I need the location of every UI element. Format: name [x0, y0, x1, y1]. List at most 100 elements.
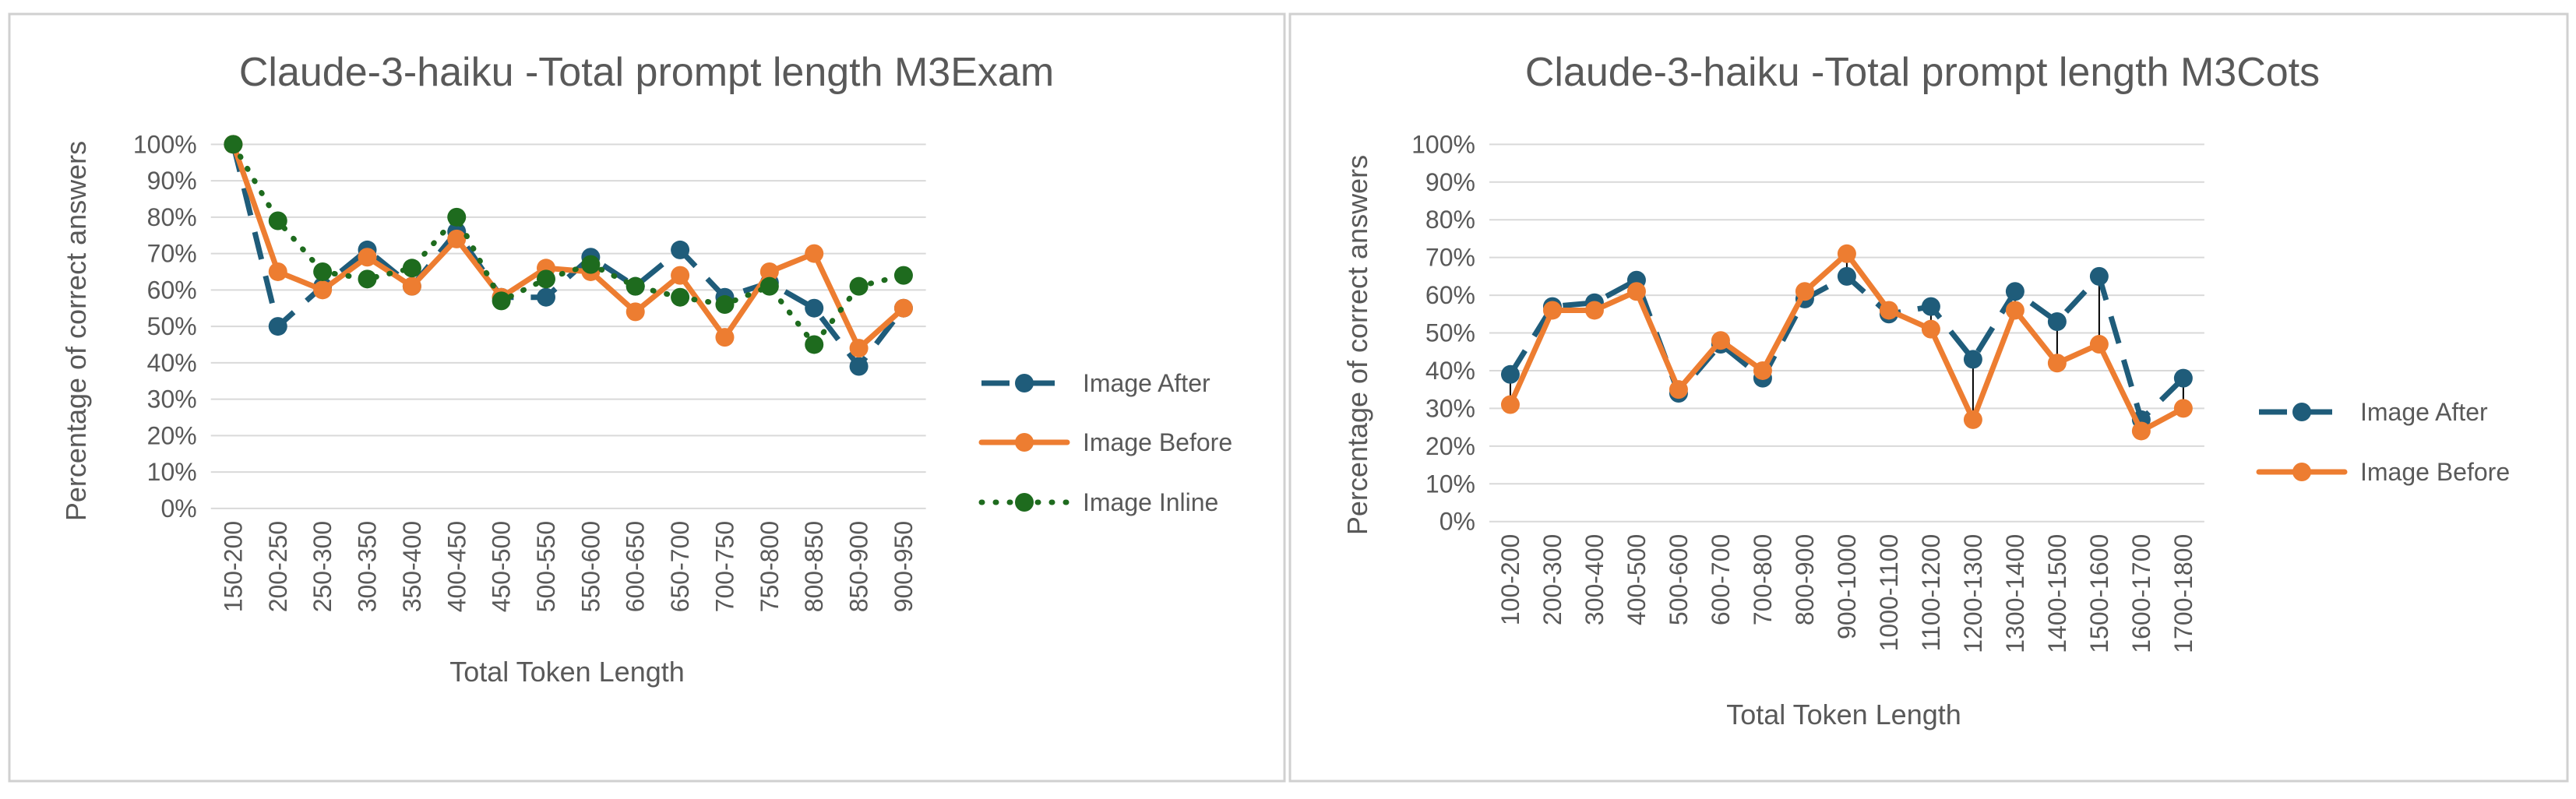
chart-title: Claude-3-haiku -Total prompt length M3Ex… [239, 50, 1054, 95]
chart-panel-border [1288, 12, 2569, 783]
data-point-image-before [447, 229, 467, 248]
data-point-image-before [1584, 301, 1604, 320]
x-tick-label: 800-900 [1791, 534, 1819, 625]
data-point-image-inline [715, 295, 735, 315]
x-tick-label: 750-800 [756, 521, 784, 612]
data-point-image-inline [536, 269, 555, 289]
x-tick-label: 700-750 [710, 521, 738, 612]
plot-area: 0% 10% 20% 30% 40% 50% 60% 70% 80% 90% 100% 150-200… [133, 130, 926, 612]
y-tick-label: 80% [147, 203, 197, 231]
x-tick-label: 500-550 [532, 521, 560, 612]
data-point-image-before [1753, 361, 1772, 380]
y-tick-label: 100% [133, 130, 197, 158]
x-tick-label: 1200-1300 [1959, 534, 1987, 653]
data-point-image-inline [358, 269, 377, 289]
data-point-image-before [893, 298, 913, 318]
data-point-image-inline [492, 291, 511, 311]
y-tick-label: 50% [147, 312, 197, 340]
data-point-image-inline [581, 255, 601, 274]
legend-swatch-marker [2292, 403, 2311, 421]
legend: Image After Image Before Image Inline [978, 369, 1232, 516]
x-axis-title: Total Token Length [1726, 699, 1961, 730]
legend-swatch-marker [1015, 493, 1034, 512]
y-tick-label: 20% [147, 421, 197, 449]
x-tick-label: 150-200 [219, 521, 247, 612]
x-tick-label: 600-650 [622, 521, 650, 612]
y-tick-label: 80% [1425, 206, 1475, 234]
data-point-image-before [1500, 395, 1520, 414]
data-point-image-before [313, 280, 333, 300]
data-point-image-after [1837, 266, 1856, 286]
data-point-image-inline [805, 335, 824, 354]
data-point-image-before [759, 262, 779, 281]
data-point-image-inline [759, 276, 779, 296]
data-point-image-after [2005, 282, 2025, 301]
data-point-image-before [2089, 335, 2109, 354]
y-tick-label: 30% [1425, 394, 1475, 422]
x-tick-label: 400-500 [1623, 534, 1651, 625]
data-point-image-inline [671, 287, 690, 307]
data-point-image-after [2089, 266, 2109, 286]
legend-label: Image Before [2360, 458, 2510, 486]
x-tick-label: 450-500 [488, 521, 516, 612]
y-tick-label: 60% [1425, 281, 1475, 309]
data-point-image-inline [268, 211, 287, 231]
legend-swatch-marker [1015, 374, 1034, 392]
data-point-image-before [715, 328, 735, 347]
data-point-image-after [268, 317, 287, 336]
data-point-image-before [625, 302, 645, 322]
y-tick-label: 20% [1425, 432, 1475, 460]
y-tick-label: 90% [147, 167, 197, 195]
data-point-image-inline [625, 276, 645, 296]
legend: Image After Image Before [2256, 398, 2510, 486]
data-point-image-after [849, 357, 869, 376]
series-line-image-before [230, 141, 907, 351]
x-tick-label: 900-950 [890, 521, 918, 612]
x-tick-label: 300-400 [1580, 534, 1609, 625]
data-point-image-after [805, 298, 824, 318]
data-point-image-before [402, 276, 421, 296]
legend-swatch-marker [1015, 433, 1034, 452]
y-tick-label: 0% [1440, 508, 1475, 536]
data-point-image-before [2047, 354, 2067, 373]
legend-swatch-marker [2292, 463, 2311, 481]
x-tick-label: 1400-1500 [2043, 534, 2071, 653]
data-point-image-before [1879, 301, 1898, 320]
data-point-image-after [2173, 368, 2193, 388]
y-axis-title: Percentage of correct answers [60, 141, 92, 521]
x-axis-title: Total Token Length [449, 656, 685, 688]
y-tick-label: 60% [147, 276, 197, 304]
data-point-image-inline [224, 135, 243, 154]
data-point-image-inline [313, 262, 333, 281]
y-tick-label: 40% [1425, 357, 1475, 385]
data-point-image-before [2173, 399, 2193, 418]
y-axis-title: Percentage of correct answers [1341, 155, 1373, 535]
data-point-image-before [1542, 301, 1562, 320]
x-tick-label: 400-450 [442, 521, 470, 612]
data-point-image-before [671, 266, 690, 285]
y-tick-label: 70% [1425, 244, 1475, 272]
data-point-image-inline [447, 207, 467, 227]
data-point-image-inline [893, 266, 913, 285]
x-tick-label: 250-300 [308, 521, 337, 612]
x-tick-label: 300-350 [354, 521, 382, 612]
data-point-image-after [536, 287, 555, 307]
legend-label: Image Inline [1083, 488, 1218, 516]
x-tick-label: 1100-1200 [1917, 534, 1945, 652]
x-tick-label: 500-600 [1665, 534, 1693, 625]
data-point-image-before [2005, 301, 2025, 320]
data-point-image-before [2131, 421, 2151, 441]
y-tick-label: 10% [147, 458, 197, 486]
y-tick-label: 30% [147, 385, 197, 414]
x-tick-label: 200-250 [264, 521, 292, 612]
x-tick-label: 1500-1600 [2085, 534, 2113, 653]
data-point-image-before [1921, 319, 1940, 339]
x-tick-label: 1300-1400 [2001, 534, 2029, 653]
x-tick-label: 700-800 [1749, 534, 1777, 625]
x-tick-label: 350-400 [398, 521, 426, 612]
data-point-image-after [1500, 364, 1520, 384]
x-tick-label: 900-1000 [1833, 534, 1861, 639]
chart-panel-border [8, 12, 1286, 783]
data-point-image-after [1963, 350, 1982, 369]
